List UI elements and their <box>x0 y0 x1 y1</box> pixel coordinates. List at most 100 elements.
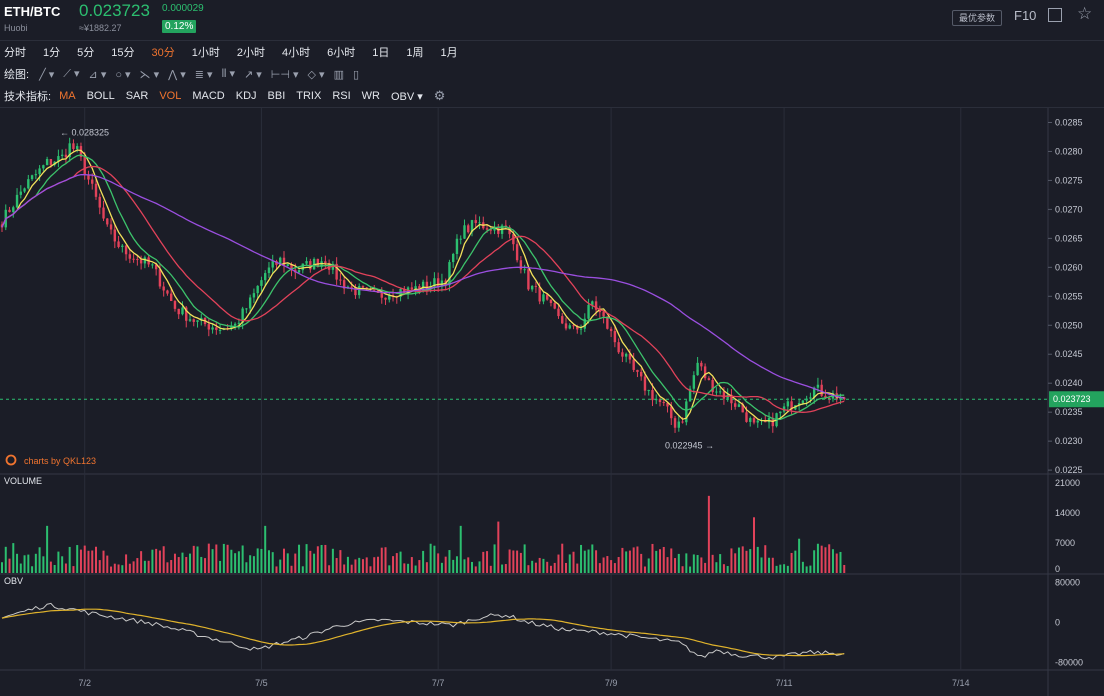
candle <box>722 391 726 399</box>
volume-bar <box>42 556 45 573</box>
indicator-macd[interactable]: MACD <box>192 89 225 102</box>
candle <box>632 359 635 370</box>
candle <box>143 257 147 264</box>
indicator-wr[interactable]: WR <box>361 89 380 102</box>
volume-bar <box>343 564 346 573</box>
candle <box>478 222 481 224</box>
f10-button[interactable]: F10 <box>1014 8 1037 23</box>
candle <box>316 258 320 267</box>
header-bar: ETH/BTC Huobi 0.023723 ≈¥1882.27 0.00002… <box>0 0 1104 41</box>
price-tick-label: 0.0245 <box>1055 349 1083 359</box>
exchange-name: Huobi <box>4 23 28 33</box>
volume-bar <box>794 550 797 573</box>
arrow-tool-icon[interactable]: ↗ ▾ <box>243 68 262 81</box>
candle <box>489 229 492 231</box>
measure-tool-icon[interactable]: ⊢⊣ ▾ <box>270 68 299 81</box>
period-tab-10[interactable]: 1周 <box>406 47 424 59</box>
indicator-vol[interactable]: VOL <box>159 89 182 102</box>
gear-icon[interactable]: ⚙ <box>433 88 446 103</box>
price-tick-label: 0.0235 <box>1055 407 1083 417</box>
indicator-rsi[interactable]: RSI <box>332 89 351 102</box>
period-tab-5[interactable]: 1小时 <box>191 47 220 59</box>
candle <box>30 175 34 180</box>
ray-tool-icon[interactable]: ⟋ ▾ <box>63 68 80 80</box>
volume-bar <box>155 548 158 573</box>
volume-bar <box>102 550 105 573</box>
candle <box>786 401 790 407</box>
period-tab-8[interactable]: 6小时 <box>327 47 356 59</box>
pattern-tool-icon[interactable]: ⋀ ▾ <box>168 68 186 81</box>
optimal-params-button[interactable]: 最优参数 <box>952 10 1003 26</box>
fib-tool-icon[interactable]: ⋋ ▾ <box>139 68 160 81</box>
candle <box>530 285 534 290</box>
volume-bar <box>715 562 718 573</box>
text-tool-icon[interactable]: ≣ ▾ <box>194 68 213 81</box>
trash-icon[interactable]: ▯ <box>352 68 360 81</box>
volume-bar <box>677 553 680 573</box>
volume-bar <box>455 556 458 573</box>
volume-bar <box>98 560 101 573</box>
volume-bar <box>19 563 22 573</box>
volume-bar <box>730 548 733 573</box>
period-tab-4[interactable]: 30分 <box>151 47 175 59</box>
candle <box>737 404 741 407</box>
volume-bar <box>162 546 165 573</box>
channel-tool-icon[interactable]: ⊿ ▾ <box>88 68 107 81</box>
candle <box>282 257 286 267</box>
candle <box>459 238 462 240</box>
indicator-trix[interactable]: TRIX <box>296 89 322 102</box>
price-tick-label: 0.0260 <box>1055 262 1083 272</box>
volume-bar <box>576 563 579 573</box>
fullscreen-icon[interactable] <box>1048 8 1062 22</box>
candle <box>264 273 267 281</box>
pair-name[interactable]: ETH/BTC <box>4 4 61 19</box>
candle <box>470 220 474 233</box>
volume-bar <box>166 562 169 573</box>
candle <box>421 281 425 291</box>
volume-bar <box>820 545 823 573</box>
star-icon[interactable]: ☆ <box>1077 4 1093 23</box>
period-tab-2[interactable]: 5分 <box>77 47 95 59</box>
period-tab-0[interactable]: 分时 <box>4 47 26 59</box>
price-chart[interactable]: 0.0285 0.0280 0.0275 0.0270 0.0265 0.0260 0.02… <box>0 108 1104 696</box>
volume-bar <box>234 553 237 573</box>
volume-bar <box>670 548 673 573</box>
period-tab-9[interactable]: 1日 <box>372 47 390 59</box>
candle <box>309 261 312 270</box>
candle <box>15 194 19 208</box>
shape-tool-icon[interactable]: ○ ▾ <box>115 68 131 81</box>
candle <box>512 234 515 245</box>
volume-bar <box>786 565 789 573</box>
volume-bar <box>828 544 831 573</box>
eraser-tool-icon[interactable]: ◇ ▾ <box>307 68 325 81</box>
candle <box>91 179 94 184</box>
volume-bar <box>508 549 511 573</box>
line-tool-icon[interactable]: ╱ ▾ <box>39 68 55 81</box>
gann-tool-icon[interactable]: ⦀ ▾ <box>221 68 235 80</box>
period-tab-1[interactable]: 1分 <box>43 47 61 59</box>
bar-mode-icon[interactable]: ▥ <box>333 68 344 81</box>
indicator-boll[interactable]: BOLL <box>86 89 115 102</box>
candle <box>617 342 620 353</box>
candle <box>128 254 132 259</box>
period-tab-3[interactable]: 15分 <box>111 47 135 59</box>
candle <box>606 316 609 329</box>
volume-bar <box>204 558 207 573</box>
candle <box>677 421 680 428</box>
volume-bar <box>643 566 646 573</box>
indicator-obv[interactable]: OBV ▾ <box>390 90 423 103</box>
volume-bar <box>207 543 210 573</box>
indicator-bbi[interactable]: BBI <box>267 89 286 102</box>
candle <box>339 279 342 281</box>
period-tab-11[interactable]: 1月 <box>440 47 458 59</box>
candle <box>568 325 571 329</box>
candle <box>350 286 353 288</box>
price-tick-label: 0.0255 <box>1055 291 1083 301</box>
candle <box>474 220 477 224</box>
period-tab-6[interactable]: 2小时 <box>236 47 265 59</box>
period-tab-7[interactable]: 4小时 <box>282 47 311 59</box>
volume-bar <box>801 561 804 573</box>
indicator-ma[interactable]: MA <box>59 89 76 102</box>
indicator-kdj[interactable]: KDJ <box>235 89 257 102</box>
indicator-sar[interactable]: SAR <box>125 89 149 102</box>
